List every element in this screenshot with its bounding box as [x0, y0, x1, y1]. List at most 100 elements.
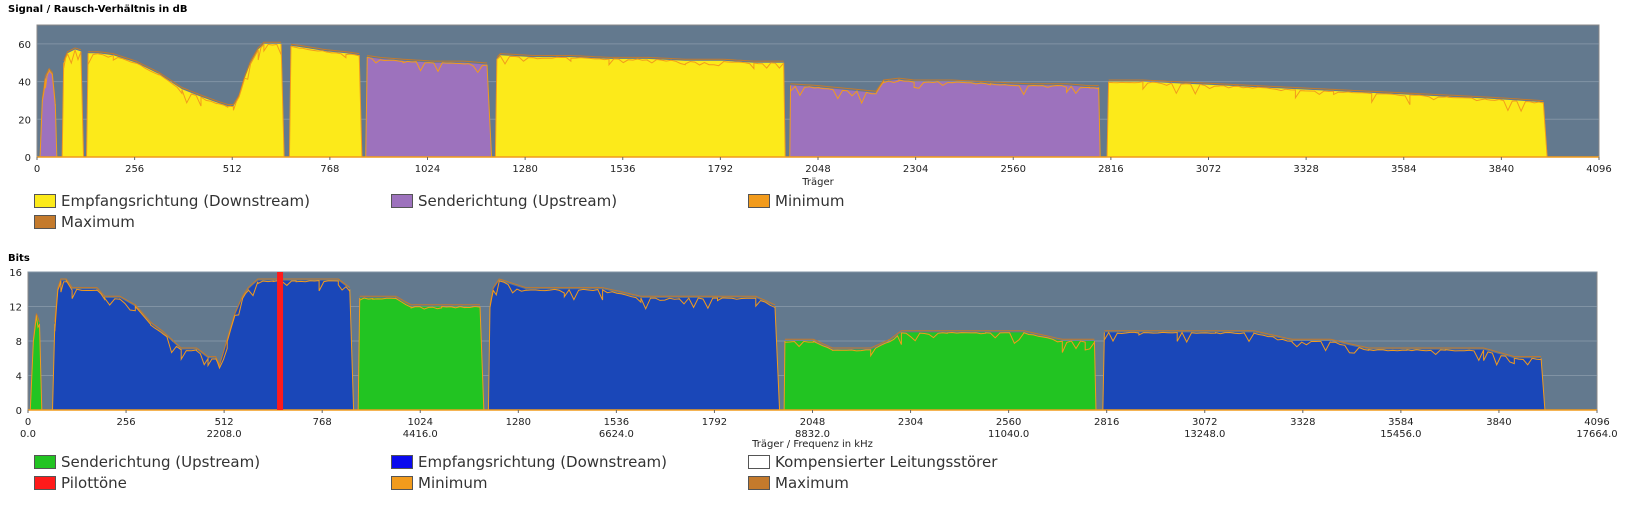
bits-legend-swatch — [748, 476, 770, 490]
snr-legend-swatch — [391, 194, 413, 208]
bits-legend-swatch — [748, 455, 770, 469]
bits-y-tick-label: 4 — [16, 372, 22, 383]
snr-edge-line — [358, 55, 363, 158]
bits-edge-line — [29, 340, 34, 411]
bits-series-area — [1102, 332, 1545, 410]
snr-y-tick-label: 60 — [18, 40, 31, 51]
bits-minimum-line — [359, 297, 481, 310]
bits-x-tick-label: 3840 — [1486, 417, 1511, 428]
bits-maximum-line — [489, 278, 776, 306]
bits-x-axis-label: Träger / Frequenz in kHz — [751, 439, 873, 450]
snr-series-area — [495, 55, 786, 158]
snr-legend-item: Minimum — [748, 192, 845, 210]
snr-x-tick-label: 1536 — [610, 164, 635, 175]
snr-legend-item: Empfangsrichtung (Downstream) — [34, 192, 310, 210]
snr-edge-line — [1106, 81, 1110, 158]
bits-edge-line — [774, 306, 781, 411]
snr-series-area — [289, 45, 362, 158]
snr-maximum-line — [290, 43, 360, 55]
bits-series-area — [784, 332, 1096, 410]
snr-minimum-line — [87, 43, 282, 111]
snr-series-area — [62, 49, 84, 157]
snr-edge-line — [61, 62, 65, 158]
bits-minimum-line — [489, 280, 776, 311]
bits-x-tick-label: 3072 — [1192, 417, 1217, 428]
snr-y-tick-label: 20 — [18, 115, 31, 126]
bits-legend-label: Pilottöne — [61, 474, 127, 492]
bits-x-tick-label: 1024 — [408, 417, 433, 428]
bits-edge-line — [1093, 340, 1097, 411]
bits-legend-item: Pilottöne — [34, 474, 127, 492]
bits-series-area — [488, 280, 780, 410]
bits-edge-line — [349, 289, 355, 411]
bits-legend-item: Minimum — [391, 474, 488, 492]
bits-legend-label: Senderichtung (Upstream) — [61, 453, 261, 471]
bits-legend: Senderichtung (Upstream) Empfangsrichtung… — [34, 453, 1594, 495]
snr-legend-swatch — [34, 194, 56, 208]
bits-freq-tick-label: 13248.0 — [1184, 429, 1225, 440]
bits-pilot-tone — [277, 272, 284, 410]
bits-edge-line — [487, 306, 491, 411]
bits-x-tick-label: 1792 — [702, 417, 727, 428]
bits-legend-label: Kompensierter Leitungsstörer — [775, 453, 998, 471]
bits-freq-tick-label: 4416.0 — [403, 429, 438, 440]
bits-series-area — [358, 297, 484, 410]
bits-x-tick-label: 3328 — [1290, 417, 1315, 428]
bits-x-tick-label: 1536 — [604, 417, 629, 428]
bits-legend-item: Kompensierter Leitungsstörer — [748, 453, 997, 471]
snr-edge-line — [783, 62, 786, 158]
snr-edge-line — [494, 58, 498, 158]
bits-x-tick-label: 1280 — [506, 417, 531, 428]
bits-legend-label: Empfangsrichtung (Downstream) — [418, 453, 667, 471]
snr-x-tick-label: 3328 — [1293, 164, 1318, 175]
bits-minimum-line — [784, 331, 1095, 358]
snr-edge-line — [80, 51, 85, 158]
bits-y-tick-label: 12 — [9, 303, 22, 314]
bits-legend-swatch — [391, 455, 413, 469]
snr-series-area — [789, 79, 1101, 157]
snr-x-tick-label: 256 — [125, 164, 144, 175]
bits-freq-tick-label: 0.0 — [20, 429, 36, 440]
bits-legend-swatch — [34, 476, 56, 490]
bits-x-tick-label: 0 — [25, 417, 31, 428]
bits-maximum-line — [784, 330, 1095, 349]
snr-edge-line — [39, 100, 43, 158]
bits-edge-line — [38, 323, 43, 411]
snr-x-tick-label: 1024 — [415, 164, 440, 175]
bits-y-tick-label: 0 — [16, 406, 22, 417]
snr-x-tick-label: 768 — [320, 164, 339, 175]
snr-minimum-line — [367, 56, 488, 74]
snr-x-tick-label: 1792 — [708, 164, 733, 175]
snr-maximum-line — [1108, 79, 1544, 102]
bits-maximum-line — [54, 278, 351, 367]
snr-series-area — [1107, 81, 1548, 157]
bits-series-area — [30, 315, 42, 410]
bits-maximum-line — [359, 295, 480, 306]
snr-edge-line — [288, 45, 292, 158]
snr-x-tick-label: 0 — [34, 164, 40, 175]
snr-legend-label: Minimum — [775, 192, 845, 210]
bits-x-tick-label: 3584 — [1388, 417, 1413, 428]
snr-legend-swatch — [748, 194, 770, 208]
snr-x-tick-label: 3072 — [1196, 164, 1221, 175]
snr-minimum-line — [63, 49, 82, 69]
snr-edge-line — [789, 85, 792, 158]
bits-minimum-line — [1103, 331, 1542, 367]
snr-legend-item: Senderichtung (Upstream) — [391, 192, 617, 210]
bits-freq-tick-label: 11040.0 — [988, 429, 1029, 440]
snr-y-tick-label: 40 — [18, 78, 31, 89]
snr-legend-label: Maximum — [61, 213, 135, 231]
bits-minimum-line — [32, 315, 40, 342]
snr-x-tick-label: 4096 — [1586, 164, 1611, 175]
snr-x-tick-label: 2816 — [1098, 164, 1123, 175]
bits-maximum-line — [1104, 330, 1542, 358]
bits-x-tick-label: 256 — [117, 417, 136, 428]
bits-y-tick-label: 16 — [9, 268, 22, 279]
snr-x-tick-label: 2304 — [903, 164, 928, 175]
bits-legend-item: Senderichtung (Upstream) — [34, 453, 260, 471]
bits-legend-item: Empfangsrichtung (Downstream) — [391, 453, 667, 471]
snr-maximum-line — [88, 41, 282, 105]
snr-x-tick-label: 1280 — [512, 164, 537, 175]
bits-edge-line — [479, 306, 485, 411]
bits-chart-title: Bits — [8, 253, 30, 264]
